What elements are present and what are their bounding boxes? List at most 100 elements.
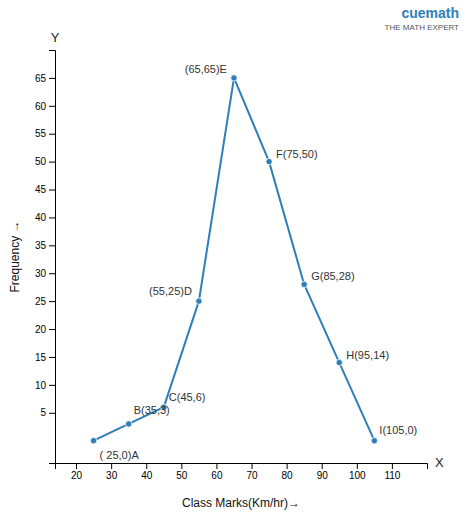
y-axis-tick-mark <box>49 413 55 414</box>
y-axis-title: Frequency → <box>8 220 22 292</box>
y-axis-tick: 20 <box>35 324 55 335</box>
y-axis-tick-label: 5 <box>40 407 46 418</box>
data-label: (55,25)D <box>149 285 192 297</box>
x-axis-tick-mark <box>146 463 147 469</box>
y-axis-tick-label: 15 <box>35 352 47 363</box>
x-axis-tick: 70 <box>246 463 258 481</box>
x-axis-tick: 100 <box>349 463 366 481</box>
x-axis-tick: 110 <box>384 463 400 481</box>
y-axis-tick-label: 65 <box>35 73 47 84</box>
x-axis-tick-label: 70 <box>246 470 258 481</box>
y-axis-tick-mark <box>49 106 55 107</box>
point <box>266 158 272 164</box>
y-axis-mark: Y <box>51 30 60 45</box>
plot: 2030405060708090100110510152025303540455… <box>35 51 428 482</box>
x-axis-tick-label: 50 <box>176 470 188 481</box>
x-axis-tick-mark <box>357 463 358 469</box>
x-axis-tick: 90 <box>317 463 329 481</box>
brand: cuemath <box>401 5 459 21</box>
x-axis-tick: 60 <box>211 463 223 481</box>
chart: 2030405060708090100110510152025303540455… <box>0 0 467 521</box>
data-label: B(35,3) <box>134 404 170 416</box>
y-axis-tick: 60 <box>35 101 55 112</box>
y-axis-tick-label: 40 <box>35 212 47 223</box>
polygon-line <box>94 78 375 441</box>
x-axis-line <box>56 464 428 470</box>
x-axis-tick-mark <box>322 463 323 469</box>
data-label: ( 25,0)A <box>100 449 140 461</box>
x-axis-tick-label: 30 <box>106 470 118 481</box>
data-labels: ( 25,0)A B(35,3)C(45,6) (55,25)D (65,65)E F(… <box>100 63 418 461</box>
x-axis-tick-mark <box>181 463 182 469</box>
x-axis-tick-label: 90 <box>317 470 329 481</box>
data-label: I(105,0) <box>379 424 417 436</box>
point <box>301 281 307 287</box>
y-axis-tick-mark <box>49 245 55 246</box>
y-axis-tick-label: 30 <box>35 268 47 279</box>
point <box>336 359 342 365</box>
x-axis: 20 30 40 50 60 70 80 90 100 110 <box>56 463 428 481</box>
data-label: C(45,6) <box>169 391 206 403</box>
x-axis-tick-mark <box>111 463 112 469</box>
y-axis-line <box>49 51 56 464</box>
x-axis-tick: 50 <box>176 463 188 481</box>
x-axis-tick-mark <box>287 463 288 469</box>
y-axis-tick-mark <box>49 190 55 191</box>
x-axis-tick-label: 80 <box>282 470 294 481</box>
x-axis-tick: 40 <box>141 463 153 481</box>
y-axis-tick-mark <box>49 329 55 330</box>
x-axis-tick-mark <box>252 463 253 469</box>
x-axis-tick-label: 110 <box>384 470 400 481</box>
y-axis-tick: 25 <box>35 296 55 307</box>
y-axis-tick-label: 35 <box>35 240 47 251</box>
y-axis-tick-label: 60 <box>35 101 47 112</box>
y-axis-tick-mark <box>49 217 55 218</box>
point <box>125 421 131 427</box>
x-axis-tick: 80 <box>282 463 294 481</box>
y-axis-tick: 5 <box>40 407 55 418</box>
x-axis-tick-mark <box>76 463 77 469</box>
y-axis-tick-label: 45 <box>35 184 47 195</box>
x-axis-tick-mark <box>392 463 393 469</box>
y-axis-tick: 35 <box>35 240 55 251</box>
y-axis-tick: 40 <box>35 212 55 223</box>
y-axis-tick: 15 <box>35 352 55 363</box>
data-label: H(95,14) <box>346 349 389 361</box>
y-axis-tick-label: 55 <box>35 128 47 139</box>
y-axis: 5 10 15 20 25 30 35 40 45 50 55 60 65 <box>35 51 56 464</box>
y-axis-tick: 45 <box>35 184 55 195</box>
data-label: G(85,28) <box>311 270 354 282</box>
y-axis-tick-mark <box>49 134 55 135</box>
y-axis-tick-mark <box>49 301 55 302</box>
x-axis-mark: X <box>435 455 444 470</box>
y-axis-tick: 50 <box>35 156 55 167</box>
y-axis-tick-mark <box>49 385 55 386</box>
x-axis-tick: 30 <box>106 463 118 481</box>
point <box>231 75 237 81</box>
y-axis-tick-mark <box>49 357 55 358</box>
x-axis-tick: 20 <box>71 463 83 481</box>
y-axis-tick-label: 25 <box>35 296 47 307</box>
x-axis-tick-label: 40 <box>141 470 153 481</box>
y-axis-tick: 10 <box>35 380 55 391</box>
y-axis-tick-mark <box>49 162 55 163</box>
y-axis-tick-mark <box>49 78 55 79</box>
point <box>371 437 377 443</box>
point <box>196 298 202 304</box>
y-axis-tick-label: 50 <box>35 156 47 167</box>
x-axis-tick-label: 20 <box>71 470 83 481</box>
data-label: (65,65)E <box>185 63 227 75</box>
brand-tagline: THE MATH EXPERT <box>385 23 459 32</box>
x-axis-title: Class Marks(Km/hr)→ <box>182 496 300 510</box>
x-axis-tick-label: 100 <box>349 470 366 481</box>
x-axis-tick-label: 60 <box>211 470 223 481</box>
y-axis-tick: 65 <box>35 73 55 84</box>
marks <box>90 75 377 444</box>
x-axis-tick-mark <box>216 463 217 469</box>
data-label: F(75,50) <box>276 148 318 160</box>
point <box>90 437 96 443</box>
y-axis-tick-label: 10 <box>35 380 47 391</box>
y-axis-tick-label: 20 <box>35 324 47 335</box>
y-axis-tick: 55 <box>35 128 55 139</box>
y-axis-tick: 30 <box>35 268 55 279</box>
